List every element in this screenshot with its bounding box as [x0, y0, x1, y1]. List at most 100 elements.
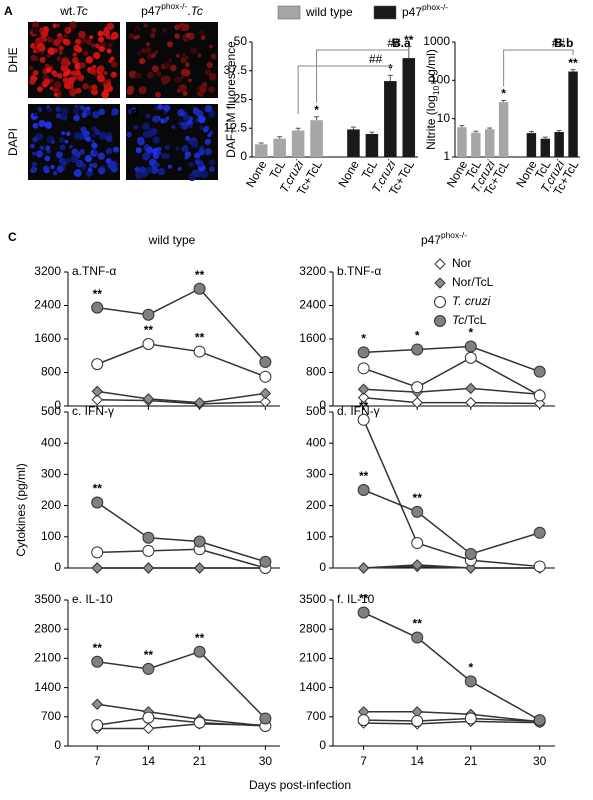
cell [163, 104, 171, 112]
cell [168, 58, 172, 63]
marker [533, 397, 546, 410]
row-label: DAPI [6, 128, 20, 156]
cell [80, 37, 87, 44]
y-tick-label: 100 [306, 529, 326, 543]
significance: ** [195, 631, 205, 645]
cell [42, 26, 50, 33]
significance: ** [404, 33, 414, 47]
marker [533, 526, 546, 539]
significance: * [468, 661, 473, 675]
y-tick-label: 100 [41, 529, 61, 543]
cell [53, 72, 59, 78]
cell [56, 23, 60, 28]
marker [91, 546, 104, 559]
comparison-label: ## [387, 36, 401, 50]
panel-letter: d [131, 105, 138, 119]
significance: ** [413, 617, 423, 631]
cell [150, 53, 156, 59]
cell [31, 28, 39, 35]
cell [135, 34, 140, 40]
cell [208, 166, 215, 173]
text-part: phox-/- [161, 1, 187, 11]
cell [81, 166, 86, 171]
x-tick-label: 21 [464, 754, 478, 768]
cell [146, 71, 154, 79]
row-label: DHE [6, 47, 20, 72]
marker [411, 381, 424, 394]
cell [157, 146, 162, 152]
x-tick-label: 7 [94, 754, 101, 768]
cell [151, 65, 159, 73]
cell [133, 125, 139, 130]
y-tick-label: 500 [306, 404, 326, 418]
series-line [363, 717, 540, 723]
cell [40, 50, 45, 55]
y-tick-label: 2100 [34, 651, 61, 665]
cell [185, 32, 192, 38]
text-part: . [187, 4, 190, 18]
marker [259, 555, 272, 568]
x-tick-label: 30 [533, 754, 547, 768]
cell [39, 56, 46, 63]
cell [32, 122, 39, 129]
legend-swatch [373, 5, 397, 20]
y-tick-label: 300 [41, 467, 61, 481]
series-line [96, 343, 266, 378]
cell [204, 148, 212, 156]
cell [183, 114, 191, 122]
marker [91, 698, 103, 710]
series-line [363, 387, 540, 396]
cell [90, 43, 96, 48]
cell [157, 168, 165, 176]
cell [126, 88, 134, 95]
y-tick-label: 1 [443, 149, 450, 163]
cell [174, 24, 181, 31]
cell [64, 26, 70, 32]
cell [167, 41, 173, 48]
marker [357, 484, 370, 496]
marker [142, 711, 155, 724]
cell [86, 39, 92, 45]
marker [91, 385, 103, 398]
text-part: 10 [431, 86, 441, 96]
chart-title: b.TNF-α [337, 264, 381, 278]
significance: ** [359, 592, 369, 606]
cell [39, 145, 45, 151]
marker [357, 346, 370, 359]
marker [142, 722, 155, 735]
cell [39, 27, 44, 32]
marker [259, 370, 272, 383]
cell [42, 37, 47, 42]
cell [98, 131, 107, 140]
bar [568, 71, 578, 157]
text-part: p47 [141, 4, 161, 18]
cell [86, 106, 91, 111]
y-tick-label: 3200 [34, 264, 61, 278]
cell [89, 68, 97, 75]
marker [464, 340, 477, 353]
significance: * [314, 103, 319, 117]
bar [347, 129, 360, 157]
marker [411, 505, 424, 518]
cell [32, 70, 39, 76]
cell [111, 108, 119, 116]
marker [193, 396, 206, 409]
marker [193, 345, 206, 358]
cell [64, 82, 72, 90]
series-line [363, 345, 540, 373]
cell [155, 71, 162, 77]
cell [82, 50, 89, 57]
cell [169, 64, 177, 72]
y-tick-label: 1400 [34, 680, 61, 694]
cell [74, 69, 81, 77]
x-tick-label: 14 [142, 754, 156, 768]
y-tick-label: 3500 [299, 592, 326, 606]
cell [188, 78, 192, 83]
bar [310, 120, 323, 157]
series-line [363, 396, 540, 405]
marker [259, 387, 272, 400]
marker [533, 389, 546, 402]
cell [154, 91, 161, 98]
significance: ** [144, 648, 154, 662]
